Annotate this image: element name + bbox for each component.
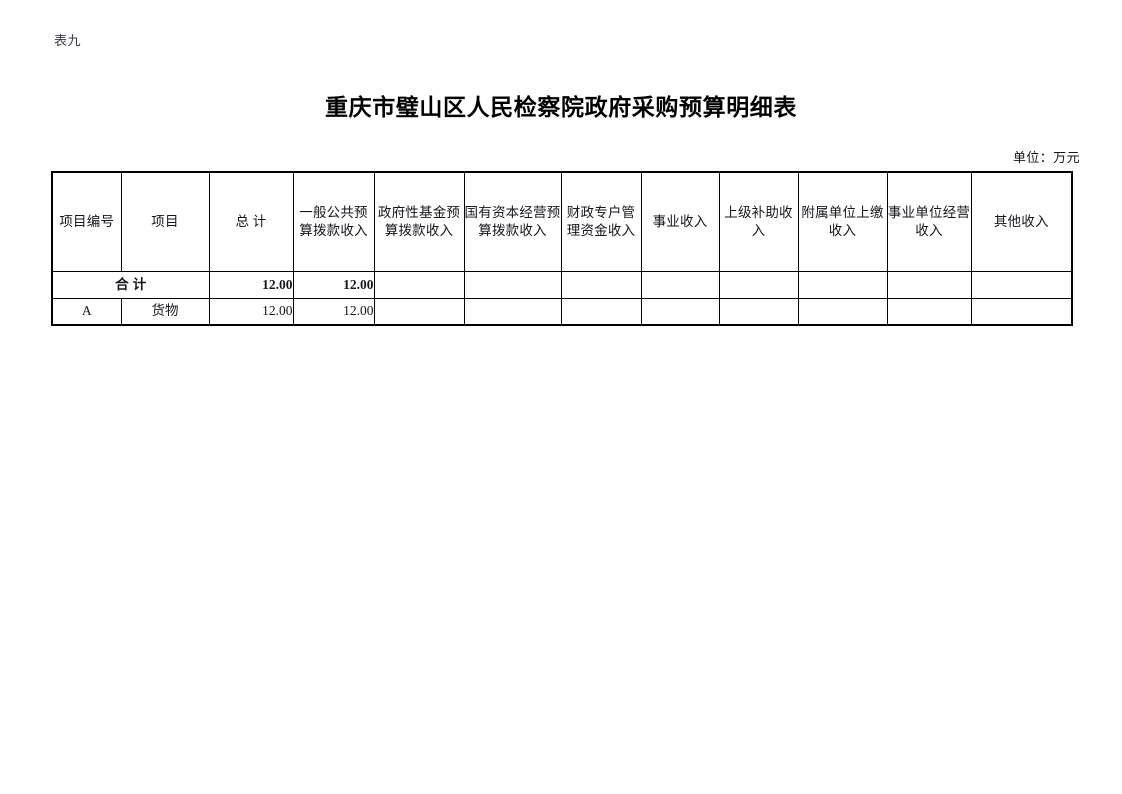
column-header-code: 项目编号 — [51, 171, 122, 272]
table-header-row: 项目编号 项目 总 计 一般公共预算拨款收入 政府性基金预算拨款收入 国有资本经… — [51, 171, 1073, 272]
row-0-operating-income — [640, 298, 720, 326]
total-row-fiscal-account — [560, 271, 642, 299]
total-row-other-income — [970, 271, 1073, 299]
row-0-total: 12.00 — [208, 298, 294, 326]
column-header-general-budget: 一般公共预算拨款收入 — [292, 171, 375, 272]
total-row-institution-biz — [886, 271, 972, 299]
row-0-institution-biz — [886, 298, 972, 326]
total-row-state-capital — [463, 271, 562, 299]
row-0-gov-fund — [373, 298, 465, 326]
row-0-item: 货物 — [120, 298, 210, 326]
total-row-general-budget: 12.00 — [292, 271, 375, 299]
total-row-superior-subsidy — [718, 271, 799, 299]
row-0-code: A — [51, 298, 122, 326]
row-0-other-income — [970, 298, 1073, 326]
total-row-gov-fund — [373, 271, 465, 299]
total-row-subordinate-paid — [797, 271, 888, 299]
table-header: 项目编号 项目 总 计 一般公共预算拨款收入 政府性基金预算拨款收入 国有资本经… — [51, 171, 1073, 272]
column-header-institution-biz: 事业单位经营收入 — [886, 171, 972, 272]
column-header-total: 总 计 — [208, 171, 294, 272]
page-title: 重庆市璧山区人民检察院政府采购预算明细表 — [325, 95, 797, 120]
total-row-label: 合计 — [51, 271, 210, 299]
column-header-fiscal-account: 财政专户管理资金收入 — [560, 171, 642, 272]
budget-table-container: 项目编号 项目 总 计 一般公共预算拨款收入 政府性基金预算拨款收入 国有资本经… — [51, 171, 1073, 326]
column-header-subordinate-paid: 附属单位上缴收入 — [797, 171, 888, 272]
table-body: 合计 12.00 12.00 A 货物 12.00 12.00 — [51, 271, 1073, 326]
table-row-total: 合计 12.00 12.00 — [51, 271, 1073, 299]
row-0-general-budget: 12.00 — [292, 298, 375, 326]
row-0-state-capital — [463, 298, 562, 326]
procurement-budget-table: 项目编号 项目 总 计 一般公共预算拨款收入 政府性基金预算拨款收入 国有资本经… — [51, 171, 1073, 326]
column-header-item: 项目 — [120, 171, 210, 272]
row-0-superior-subsidy — [718, 298, 799, 326]
column-header-operating-income: 事业收入 — [640, 171, 720, 272]
table-row: A 货物 12.00 12.00 — [51, 298, 1073, 326]
total-row-total: 12.00 — [208, 271, 294, 299]
column-header-gov-fund: 政府性基金预算拨款收入 — [373, 171, 465, 272]
column-header-superior-subsidy: 上级补助收入 — [718, 171, 799, 272]
row-0-fiscal-account — [560, 298, 642, 326]
unit-note: 单位：万元 — [1012, 150, 1080, 165]
total-row-operating-income — [640, 271, 720, 299]
column-header-state-capital: 国有资本经营预算拨款收入 — [463, 171, 562, 272]
sheet-marker: 表九 — [54, 34, 82, 49]
row-0-subordinate-paid — [797, 298, 888, 326]
column-header-other-income: 其他收入 — [970, 171, 1073, 272]
